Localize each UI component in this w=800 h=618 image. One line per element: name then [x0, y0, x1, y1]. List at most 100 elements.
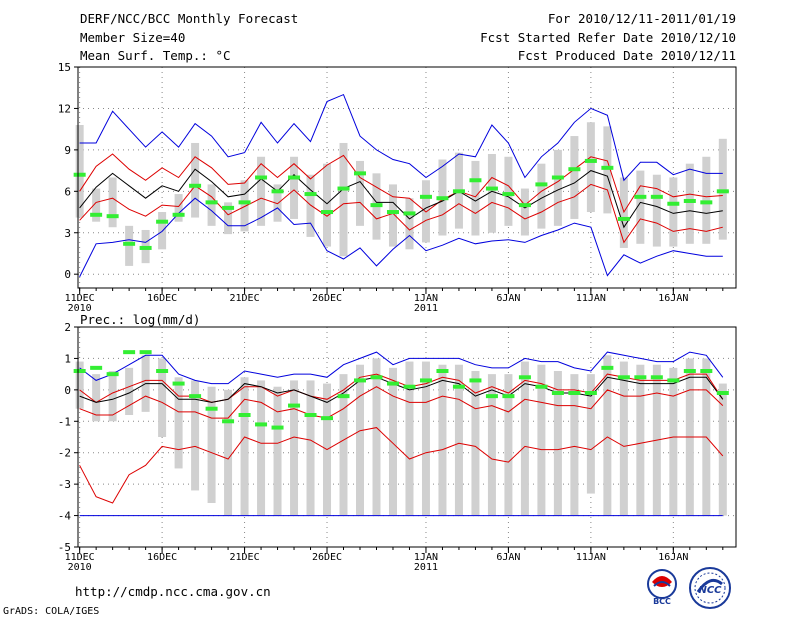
series-line-ensemble-upper — [79, 93, 723, 182]
plot-frame — [77, 66, 737, 289]
observed-marker — [568, 167, 581, 172]
spread-box — [339, 374, 348, 516]
spread-box — [257, 156, 266, 226]
observed-marker — [617, 375, 630, 380]
observed-marker — [90, 365, 103, 370]
precip-label: Prec.: log(mm/d) — [80, 312, 201, 327]
spread-box — [619, 361, 628, 516]
spread-box — [421, 361, 430, 516]
spread-box — [520, 361, 529, 516]
observed-marker — [716, 391, 729, 395]
x-tick-year-label: 2011 — [414, 303, 438, 314]
spread-box — [388, 184, 397, 247]
observed-marker — [354, 171, 366, 176]
series-line-spread-lower — [79, 183, 723, 244]
x-tick-label: 16DEC — [147, 552, 177, 563]
observed-marker — [238, 413, 251, 417]
observed-marker — [419, 378, 432, 383]
x-tick-label: 1JAN — [414, 293, 438, 304]
y-tick-label: -5 — [58, 541, 71, 554]
fcst-started: Fcst Started Refer Date 2010/12/10 — [480, 30, 736, 45]
spread-box — [570, 136, 579, 219]
observed-marker — [452, 189, 465, 194]
spread-box — [306, 174, 315, 237]
bcc-logo-text: BCC — [653, 597, 671, 606]
spread-box — [718, 138, 727, 240]
observed-marker — [222, 205, 235, 210]
spread-box — [652, 174, 661, 247]
series-line-spread-upper — [79, 373, 724, 403]
observed-marker — [222, 419, 235, 424]
spread-box — [174, 377, 183, 469]
spread-box — [240, 377, 249, 516]
observed-marker — [485, 186, 498, 191]
observed-marker — [716, 189, 729, 194]
y-tick-label: 0 — [64, 384, 71, 397]
spread-box — [158, 358, 167, 437]
ncc-logo-inner-ring — [694, 572, 726, 604]
spread-box — [290, 380, 299, 516]
observed-marker — [205, 200, 218, 205]
observed-marker — [106, 214, 119, 219]
spread-box — [537, 163, 546, 229]
observed-marker — [452, 384, 465, 389]
observed-marker — [288, 403, 301, 408]
spread-box — [224, 389, 233, 516]
y-tick-label: 6 — [64, 185, 71, 198]
observed-marker — [502, 394, 515, 399]
y-tick-label: -4 — [58, 510, 72, 523]
spread-box — [125, 225, 134, 266]
spread-box — [520, 188, 529, 236]
plot-frame — [77, 326, 737, 548]
observed-marker — [617, 216, 630, 221]
observed-marker — [189, 183, 202, 188]
observed-marker — [255, 422, 268, 427]
spread-box — [405, 198, 414, 250]
observed-marker — [106, 372, 119, 377]
spread-box — [570, 374, 579, 516]
grads-credit: GrADS: COLA/IGES — [3, 606, 100, 617]
observed-marker — [139, 245, 152, 250]
observed-marker — [271, 425, 284, 430]
spread-box — [207, 184, 216, 226]
observed-marker — [634, 375, 647, 380]
y-tick-label: 12 — [58, 102, 71, 115]
observed-marker — [667, 201, 680, 206]
spread-box — [603, 126, 612, 214]
observed-marker — [700, 369, 713, 373]
observed-marker — [172, 212, 185, 217]
series-line-spread-lower — [79, 386, 724, 419]
spread-box — [537, 364, 546, 516]
observed-marker — [73, 172, 86, 177]
observed-marker — [123, 241, 136, 246]
spread-box — [240, 180, 249, 232]
observed-marker — [337, 394, 350, 399]
footer-url[interactable]: http://cmdp.ncc.cma.gov.cn — [75, 584, 271, 599]
variable-label: Mean Surf. Temp.: °C — [80, 48, 231, 63]
spread-box — [108, 371, 117, 422]
observed-marker — [584, 158, 597, 163]
observed-marker — [551, 391, 564, 395]
x-tick-label: 16JAN — [658, 293, 688, 304]
observed-marker — [518, 203, 531, 208]
series-line-ensemble-max — [79, 197, 723, 278]
x-tick-year-label: 2010 — [68, 562, 92, 573]
x-tick-label: 11JAN — [576, 293, 606, 304]
x-tick-label: 6JAN — [496, 293, 520, 304]
observed-marker — [386, 381, 399, 386]
y-tick-label: 2 — [64, 321, 71, 334]
observed-marker — [436, 196, 449, 201]
series-line-ensemble-mean — [79, 168, 723, 229]
observed-marker — [551, 175, 564, 180]
spread-box — [356, 160, 364, 226]
observed-marker — [650, 194, 663, 199]
x-tick-year-label: 2010 — [68, 303, 92, 314]
spread-box — [603, 355, 612, 516]
observed-marker — [73, 369, 86, 373]
spread-box — [290, 156, 299, 219]
observed-marker — [485, 394, 498, 399]
ncc-logo: NCC — [689, 567, 731, 609]
x-tick-label: 1JAN — [414, 552, 438, 563]
observed-marker — [156, 369, 169, 373]
